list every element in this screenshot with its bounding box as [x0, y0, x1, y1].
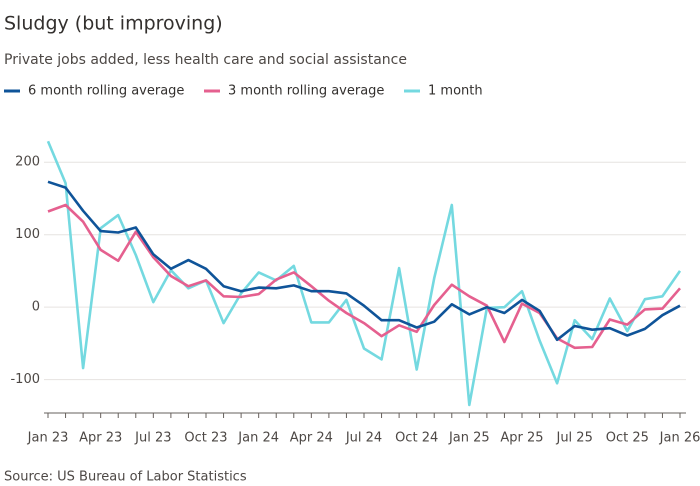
chart-subtitle: Private jobs added, less health care and…: [4, 52, 407, 68]
legend-label: 6 month rolling average: [28, 84, 184, 99]
series-line: [47, 180, 681, 342]
x-tick-label: Jul 24: [345, 431, 382, 446]
legend-label: 1 month: [428, 84, 483, 99]
x-tick-label: Jan 25: [448, 431, 490, 446]
series-line: [47, 203, 681, 350]
x-tick-label: Jan 26: [659, 431, 700, 446]
y-tick-label: 0: [32, 300, 40, 315]
x-tick-label: Jan 23: [27, 431, 69, 446]
source: Source: US Bureau of Labor Statistics: [4, 470, 247, 485]
x-tick-label: Oct 24: [395, 431, 438, 446]
x-tick-label: Oct 25: [606, 431, 649, 446]
legend-label: 3 month rolling average: [228, 84, 384, 99]
y-tick-label: 100: [15, 227, 40, 242]
x-tick-label: Apr 24: [290, 431, 333, 446]
chart-title: Sludgy (but improving): [4, 13, 223, 35]
y-tick-label: -100: [10, 372, 40, 387]
x-tick-label: Jan 24: [237, 431, 279, 446]
x-tick-label: Apr 25: [500, 431, 543, 446]
x-tick-label: Apr 23: [79, 431, 122, 446]
x-tick-label: Oct 23: [184, 431, 227, 446]
x-tick-label: Jul 23: [134, 431, 171, 446]
series-line: [46, 140, 682, 407]
y-tick-label: 200: [15, 155, 40, 170]
x-tick-label: Jul 25: [555, 431, 592, 446]
